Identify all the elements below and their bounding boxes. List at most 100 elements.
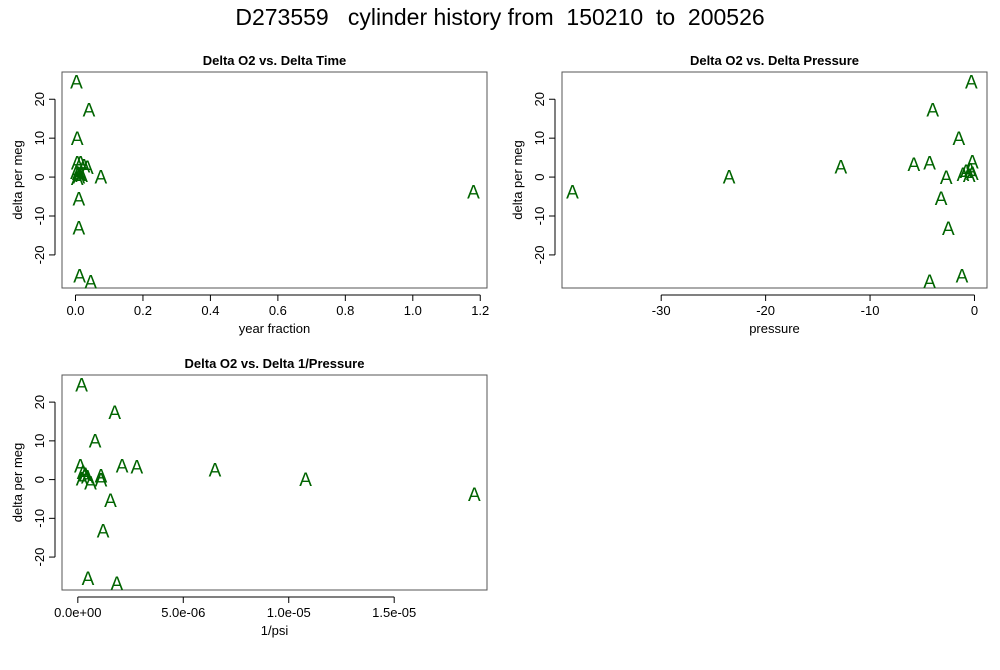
- data-point: A: [95, 467, 108, 488]
- data-point: A: [74, 457, 87, 478]
- data-point: A: [960, 162, 973, 183]
- data-point: A: [81, 467, 94, 488]
- data-point: A: [299, 470, 312, 491]
- x-axis: 0.0e+00 5.0e-06 1.0e-05 1.5e-05: [54, 596, 416, 620]
- panel-title: Delta O2 vs. Delta Time: [203, 53, 347, 68]
- data-point: A: [908, 155, 921, 176]
- x-tick-label: 1.5e-05: [372, 605, 416, 620]
- data-point: A: [72, 164, 85, 185]
- x-tick-label: 0.6: [269, 303, 287, 318]
- data-point: A: [71, 153, 84, 174]
- plot-frame: [61, 71, 488, 289]
- x-tick-label: 0: [971, 303, 978, 318]
- data-point: A: [956, 267, 969, 288]
- x-axis: 0.0 0.2 0.4 0.6 0.8 1.0 1.2: [66, 294, 489, 318]
- y-tick-label: 20: [532, 92, 547, 106]
- y-tick-label: 20: [32, 395, 47, 409]
- data-point: A: [131, 457, 144, 478]
- data-point: A: [79, 465, 92, 486]
- x-tick-label: 1.2: [471, 303, 489, 318]
- y-tick-label: -10: [32, 509, 47, 528]
- data-point: A: [76, 469, 89, 490]
- data-point: A: [104, 491, 117, 512]
- y-axis-label: delta per meg: [510, 140, 525, 220]
- data-point: A: [84, 272, 97, 293]
- data-point: A: [923, 272, 936, 293]
- data-point: A: [94, 168, 107, 189]
- panel-title: Delta O2 vs. Delta 1/Pressure: [185, 356, 365, 371]
- y-tick-label: 0: [32, 476, 47, 483]
- data-point: A: [71, 169, 84, 190]
- data-point: A: [70, 73, 83, 94]
- y-tick-label: -20: [532, 246, 547, 265]
- y-tick-label: -20: [32, 246, 47, 265]
- data-point: A: [75, 376, 88, 397]
- data-point: A: [566, 182, 579, 203]
- y-axis-label: delta per meg: [10, 140, 25, 220]
- x-tick-label: 5.0e-06: [161, 605, 205, 620]
- data-point: A: [73, 167, 86, 188]
- data-point: A: [966, 153, 979, 174]
- data-point: A: [108, 403, 121, 424]
- data-point: A: [723, 167, 736, 188]
- x-axis: -30 -20 -10 0: [652, 294, 978, 318]
- scatter-panel-time: Delta O2 vs. Delta Time year fraction delt…: [10, 53, 489, 336]
- x-tick-label: -10: [861, 303, 880, 318]
- plot-frame: [561, 71, 988, 289]
- x-tick-label: -20: [756, 303, 775, 318]
- data-point: A: [952, 129, 965, 150]
- x-axis-label: 1/psi: [261, 623, 289, 638]
- data-point: A: [209, 461, 222, 482]
- y-tick-label: 0: [532, 173, 547, 180]
- y-tick-label: 10: [32, 131, 47, 145]
- x-tick-label: 0.2: [134, 303, 152, 318]
- data-point: A: [926, 100, 939, 121]
- data-point: A: [110, 574, 123, 595]
- y-tick-label: -20: [32, 548, 47, 567]
- y-axis-label: delta per meg: [10, 443, 25, 523]
- page-title: D273559 cylinder history from 150210 to …: [235, 4, 765, 30]
- data-point: A: [935, 189, 948, 210]
- y-tick-label: 20: [32, 92, 47, 106]
- x-tick-label: 1.0e-05: [267, 605, 311, 620]
- data-point: A: [834, 158, 847, 179]
- data-point: A: [74, 153, 87, 174]
- data-point: A: [73, 165, 86, 186]
- y-axis: -20 -10 0 10 20: [532, 92, 556, 265]
- data-point: A: [73, 267, 86, 288]
- data-point: A: [964, 160, 977, 181]
- x-tick-label: -30: [652, 303, 671, 318]
- data-point: A: [965, 73, 978, 94]
- y-axis: -20 -10 0 10 20: [32, 92, 56, 265]
- y-tick-label: 10: [532, 131, 547, 145]
- data-point: A: [963, 166, 976, 187]
- scatter-panel-inverse-pressure: Delta O2 vs. Delta 1/Pressure 1/psi delta …: [10, 356, 488, 638]
- data-point: A: [83, 100, 96, 121]
- x-tick-label: 0.0e+00: [54, 605, 101, 620]
- data-point: A: [73, 219, 86, 240]
- data-point: A: [70, 163, 83, 184]
- panel-title: Delta O2 vs. Delta Pressure: [690, 53, 859, 68]
- data-point: A: [957, 165, 970, 186]
- plot-frame: [61, 374, 488, 591]
- data-point: A: [923, 154, 936, 175]
- x-tick-label: 0.4: [201, 303, 219, 318]
- data-point: A: [82, 569, 95, 590]
- data-point: A: [78, 156, 91, 177]
- y-tick-label: -10: [32, 207, 47, 226]
- y-tick-label: 10: [32, 434, 47, 448]
- data-point: A: [467, 182, 480, 203]
- data-point: A: [73, 189, 86, 210]
- data-point: A: [75, 166, 88, 187]
- x-tick-label: 0.8: [336, 303, 354, 318]
- data-point: A: [97, 522, 110, 543]
- data-point: A: [89, 431, 102, 452]
- y-tick-label: 0: [32, 173, 47, 180]
- data-point: A: [71, 129, 84, 150]
- x-axis-label: year fraction: [239, 321, 311, 336]
- data-point: A: [95, 471, 108, 492]
- data-point: A: [940, 168, 953, 189]
- data-point: A: [84, 473, 97, 494]
